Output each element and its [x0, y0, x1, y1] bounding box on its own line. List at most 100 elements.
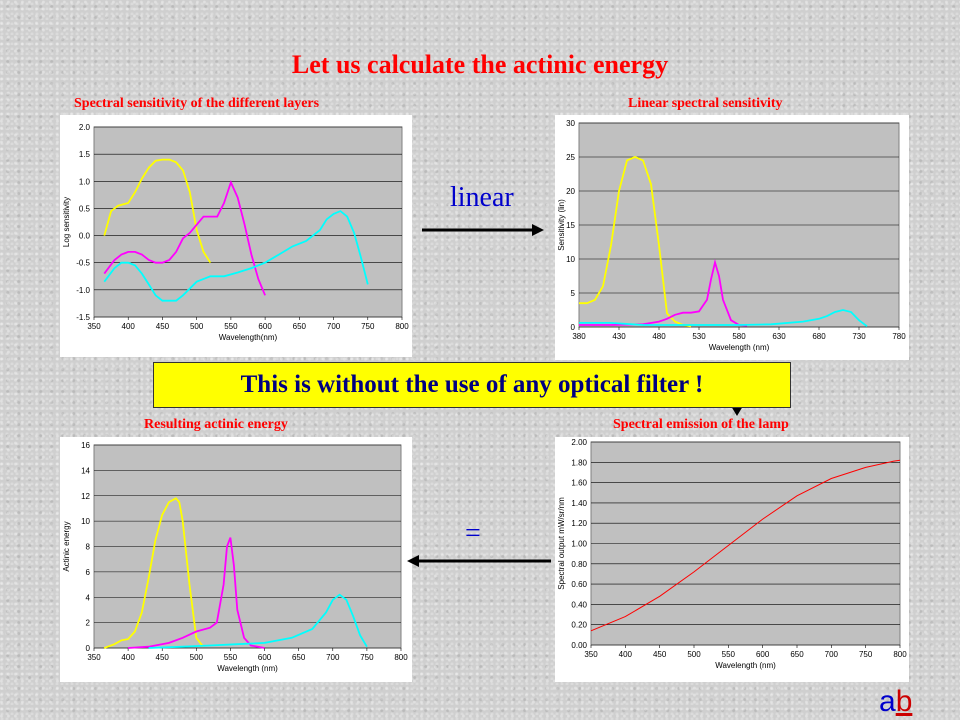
y-axis-label: Spectral output mW/sr/nm [557, 497, 566, 590]
x-tick-label: 750 [360, 653, 374, 662]
y-tick-label: 2 [86, 619, 91, 628]
x-tick-label: 700 [825, 650, 839, 659]
series-line [579, 309, 868, 328]
x-tick-label: 780 [892, 332, 906, 341]
x-tick-label: 800 [394, 653, 408, 662]
y-tick-label: 0.60 [571, 580, 587, 589]
x-axis-label: Wavelength(nm) [219, 333, 278, 342]
chart-title-actinic-energy: Resulting actinic energy [144, 417, 288, 432]
y-tick-label: 6 [86, 568, 91, 577]
x-tick-label: 450 [156, 653, 170, 662]
x-tick-label: 730 [852, 332, 866, 341]
left-arrow-icon [407, 555, 551, 567]
x-tick-label: 600 [258, 653, 272, 662]
y-axis-label: Log sensitivity [62, 197, 71, 247]
y-tick-label: 0.80 [571, 560, 587, 569]
y-tick-label: 0.40 [571, 600, 587, 609]
x-tick-label: 350 [584, 650, 598, 659]
x-tick-label: 550 [224, 322, 238, 331]
series-line [148, 593, 368, 649]
y-tick-label: 0.20 [571, 621, 587, 630]
series-line [103, 210, 369, 302]
y-tick-label: 25 [566, 153, 575, 162]
y-tick-label: 2.0 [79, 123, 91, 132]
series-line [590, 459, 901, 632]
series-line [128, 537, 265, 649]
chart-title-log-sensitivity: Spectral sensitivity of the different la… [74, 96, 320, 111]
y-tick-label: 14 [81, 466, 90, 475]
y-tick-label: 2.00 [571, 438, 587, 447]
x-tick-label: 500 [687, 650, 701, 659]
x-tick-label: 500 [190, 322, 204, 331]
x-tick-label: 700 [327, 322, 341, 331]
x-tick-label: 750 [859, 650, 873, 659]
x-tick-label: 580 [732, 332, 746, 341]
x-tick-label: 480 [652, 332, 666, 341]
x-tick-label: 800 [893, 650, 907, 659]
x-tick-label: 380 [572, 332, 586, 341]
chart-svg: 0 2 4 6 8 10 12 14 16 350 400 450 500 550 600 650 700 750… [62, 441, 408, 673]
x-tick-label: 800 [395, 322, 409, 331]
chart-log-sensitivity: -1.5 -1.0 -0.5 0.0 0.5 1.0 1.5 2.0 350 400 450 500 5… [60, 115, 412, 357]
chart-title-linear-sensitivity: Linear spectral sensitivity [628, 96, 783, 111]
no-filter-banner: This is without the use of any optical f… [153, 362, 791, 408]
x-tick-label: 450 [156, 322, 170, 331]
x-tick-label: 500 [190, 653, 204, 662]
x-tick-label: 700 [326, 653, 340, 662]
y-tick-label: 30 [566, 119, 575, 128]
y-tick-label: 1.80 [571, 458, 587, 467]
y-tick-label: 0.00 [571, 641, 587, 650]
chart-lamp-emission: 0.00 0.20 0.40 0.60 0.80 1.00 1.20 1.40 1.60 1.80… [555, 437, 909, 682]
y-tick-label: 10 [566, 255, 575, 264]
series-line [579, 258, 748, 327]
series-line [103, 179, 266, 296]
linear-label: linear [450, 182, 514, 213]
x-tick-label: 750 [361, 322, 375, 331]
x-tick-label: 530 [692, 332, 706, 341]
x-tick-label: 600 [258, 322, 272, 331]
y-tick-label: 10 [81, 517, 90, 526]
equals-label: = [465, 518, 481, 549]
y-tick-label: 0 [86, 644, 91, 653]
x-axis-label: Wavelength (nm) [217, 664, 278, 673]
y-tick-label: 1.00 [571, 540, 587, 549]
x-tick-label: 650 [292, 653, 306, 662]
x-axis-label: Wavelength (nm) [709, 343, 770, 352]
series-line [579, 156, 692, 328]
chart-title-lamp-emission: Spectral emission of the lamp [613, 417, 789, 432]
y-tick-label: 20 [566, 187, 575, 196]
chart-linear-sensitivity: 0 5 10 15 20 25 30 380 430 480 530 580 630 680 730 780 W… [555, 115, 909, 360]
chart-svg: -1.5 -1.0 -0.5 0.0 0.5 1.0 1.5 2.0 350 400 450 500 5… [62, 123, 409, 342]
series-line [103, 497, 204, 649]
y-tick-label: 16 [81, 441, 90, 450]
page-title: Let us calculate the actinic energy [291, 50, 669, 79]
chart-svg: 0 5 10 15 20 25 30 380 430 480 530 580 630 680 730 780 W… [557, 119, 906, 352]
y-tick-label: 12 [81, 492, 90, 501]
x-tick-label: 350 [87, 322, 101, 331]
y-tick-label: 0.0 [79, 232, 91, 241]
y-tick-label: -0.5 [76, 259, 90, 268]
x-tick-label: 550 [722, 650, 736, 659]
x-tick-label: 650 [790, 650, 804, 659]
x-tick-label: 350 [87, 653, 101, 662]
series-line [103, 158, 212, 264]
y-tick-label: 1.20 [571, 519, 587, 528]
plot-area [93, 126, 403, 318]
y-tick-label: -1.5 [76, 313, 90, 322]
y-tick-label: 5 [571, 289, 576, 298]
y-tick-label: 1.60 [571, 479, 587, 488]
y-tick-label: 8 [86, 543, 91, 552]
down-arrow-icon [731, 406, 743, 416]
y-tick-label: 0 [571, 323, 576, 332]
y-tick-label: 4 [86, 593, 91, 602]
right-arrow-icon [422, 224, 544, 236]
x-tick-label: 600 [756, 650, 770, 659]
x-tick-label: 400 [121, 653, 135, 662]
y-tick-label: -1.0 [76, 286, 90, 295]
x-tick-label: 680 [812, 332, 826, 341]
chart-svg: 0.00 0.20 0.40 0.60 0.80 1.00 1.20 1.40 1.60 1.80… [557, 438, 907, 670]
y-axis-label: Sensitivity (lin) [557, 199, 566, 251]
y-tick-label: 1.0 [79, 177, 91, 186]
x-axis-label: Wavelength (nm) [715, 661, 776, 670]
x-tick-label: 630 [772, 332, 786, 341]
